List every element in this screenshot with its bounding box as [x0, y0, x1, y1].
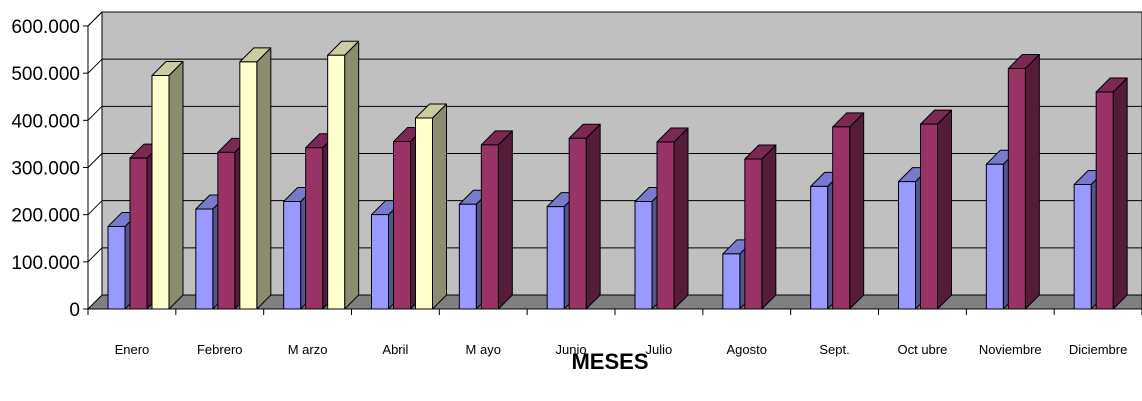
bar-s3-enero: [151, 61, 184, 310]
x-tick-label: Julio: [646, 342, 673, 357]
y-tick-label: 300.000: [11, 159, 80, 180]
x-tick-label: Junio: [556, 342, 587, 357]
wall-left-edge: [87, 11, 103, 27]
bar-s3-marzo: [327, 40, 360, 310]
x-tick-label: M arzo: [288, 342, 328, 357]
gridline-side: [87, 58, 103, 74]
bar-s2-junio: [568, 123, 601, 310]
x-tick-label: Abril: [382, 342, 408, 357]
x-axis-ticks: Enero Febrero M arzo Abril M ayo Junio Julio Ag…: [87, 309, 1142, 357]
x-tick-label: Noviembre: [979, 342, 1042, 357]
bar-s2-mayo: [480, 130, 513, 310]
y-tick-label: 0: [69, 300, 80, 321]
x-tick-label: Agosto: [727, 342, 767, 357]
y-tick-label: 500.000: [11, 64, 80, 85]
y-tick-label: 600.000: [11, 17, 80, 38]
x-axis-label: MESES: [571, 349, 648, 374]
y-axis-ticks: 0 100.000 200.000 300.000 400.000 500.000 600.…: [11, 17, 88, 321]
bar-s2-sept: [832, 112, 865, 310]
x-tick-label: Febrero: [197, 342, 243, 357]
y-tick-label: 400.000: [11, 111, 80, 132]
x-tick-label: Oct ubre: [897, 342, 947, 357]
bar-s3-abril: [415, 103, 447, 310]
bars: [107, 40, 1128, 310]
x-tick-label: Sept.: [819, 342, 849, 357]
gridlines: [87, 11, 1142, 263]
bar-s2-julio: [656, 127, 689, 310]
x-tick-label: M ayo: [466, 342, 501, 357]
gridline-side: [87, 153, 103, 168]
gridline-side: [87, 200, 103, 216]
bar-s2-diciembre: [1095, 77, 1128, 310]
bar-s2-noviembre: [1007, 53, 1040, 310]
y-tick-label: 200.000: [11, 206, 80, 227]
bar-s2-octubre: [920, 109, 952, 310]
gridline-side: [87, 247, 103, 263]
gridline-side: [87, 105, 103, 121]
y-tick-label: 100.000: [11, 253, 80, 274]
x-tick-label: Diciembre: [1069, 342, 1128, 357]
bar-s3-febrero: [239, 47, 272, 310]
bar-s2-agosto: [744, 144, 777, 310]
x-tick-label: Enero: [115, 342, 150, 357]
